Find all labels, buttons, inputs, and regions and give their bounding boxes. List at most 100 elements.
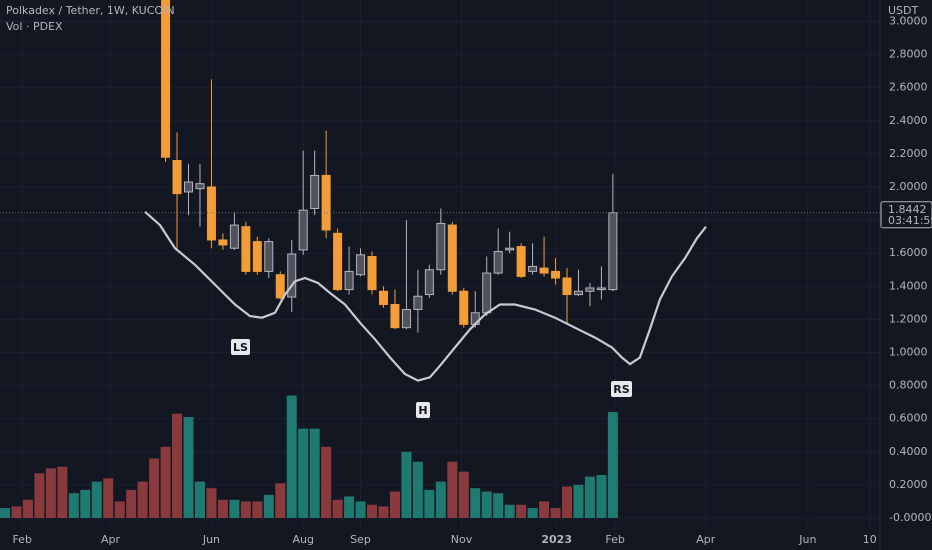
axis-layer: -0.0000 0.2000 0.4000 0.6000 0.8000 1.0000 1.2… <box>12 14 932 546</box>
x-tick-label: Apr <box>696 533 716 546</box>
volume-bar <box>573 484 584 518</box>
volume-bar <box>80 489 91 518</box>
y-tick-label: 2.8000 <box>889 48 928 61</box>
volume-bar <box>91 481 102 518</box>
y-tick-label: 1.0000 <box>889 345 928 358</box>
candle-body <box>378 290 388 306</box>
volume-bar <box>596 474 607 518</box>
candle <box>172 132 182 250</box>
candle-body <box>195 183 205 190</box>
candle <box>573 269 583 297</box>
annotation-label: H <box>418 404 427 417</box>
candle-body <box>539 267 549 274</box>
x-tick-label: Jun <box>202 533 220 546</box>
candle <box>424 264 434 298</box>
volume-bar <box>22 499 33 518</box>
candle <box>401 220 411 330</box>
candle-body <box>161 0 171 158</box>
volume-bar <box>516 504 527 518</box>
x-tick-label: Nov <box>451 533 473 546</box>
volume-bar <box>332 499 343 518</box>
y-tick-label: 0.6000 <box>889 412 928 425</box>
y-tick-label: 3.0000 <box>889 14 928 27</box>
volume-bar <box>206 488 217 518</box>
volume-bar <box>562 486 573 518</box>
volume-bar <box>217 499 228 518</box>
annotation: H <box>416 402 430 418</box>
candle-body <box>528 265 538 272</box>
volume-bar <box>0 508 11 518</box>
annotation-label: RS <box>613 383 629 396</box>
volume-bar <box>286 395 297 518</box>
candle <box>275 271 285 300</box>
volume-bar <box>137 481 148 518</box>
y-tick-label: 1.2000 <box>889 312 928 325</box>
x-tick-label: Feb <box>605 533 624 546</box>
candle <box>505 231 515 254</box>
candle-body <box>184 181 194 193</box>
last-price-box <box>880 201 932 229</box>
volume-bar <box>389 491 400 518</box>
volume-bar <box>321 446 332 518</box>
volume-legend: Vol · PDEX <box>6 20 63 33</box>
x-tick-label: Aug <box>292 533 313 546</box>
candle <box>206 79 216 249</box>
volume-bar <box>263 494 274 518</box>
volume-bar <box>149 458 160 518</box>
volume-bar <box>504 504 515 518</box>
candle <box>310 150 320 216</box>
candle-body <box>413 295 423 310</box>
volume-bar <box>252 501 263 518</box>
volume-bar <box>470 488 481 518</box>
volume-bar <box>11 506 22 518</box>
x-tick-label: Apr <box>101 533 121 546</box>
candle <box>195 163 205 227</box>
candle-body <box>206 186 216 241</box>
candle-body <box>424 269 434 296</box>
candle-body <box>287 253 297 298</box>
y-tick-label: -0.0000 <box>889 511 931 524</box>
candle <box>528 243 538 275</box>
volume-bar <box>114 501 125 518</box>
annotation-label: LS <box>233 341 248 354</box>
volume-bar <box>183 417 194 518</box>
candle <box>459 287 469 328</box>
chart-title: Polkadex / Tether, 1W, KUCOIN <box>6 4 175 17</box>
candle <box>344 246 354 295</box>
volume-bar <box>447 461 458 518</box>
volume-bar <box>172 413 183 518</box>
candle <box>298 150 308 255</box>
candle-body <box>516 246 526 277</box>
candle-body <box>447 224 457 292</box>
candle <box>161 0 171 163</box>
candle <box>321 130 331 239</box>
annotation-box <box>231 339 250 355</box>
candle-body <box>172 160 182 195</box>
volume-bar <box>298 428 309 518</box>
overlay-layer <box>0 210 880 382</box>
candle-body <box>321 174 331 231</box>
candle <box>229 211 239 250</box>
volume-bar <box>584 476 595 518</box>
x-tick-label: Jun <box>798 533 816 546</box>
x-tick-label: Feb <box>12 533 31 546</box>
candle <box>218 233 228 250</box>
candle-body <box>333 232 343 291</box>
candle-body <box>298 209 308 251</box>
volume-bar <box>160 446 171 518</box>
y-tick-label: 0.8000 <box>889 379 928 392</box>
x-tick-label: 10 <box>863 533 877 546</box>
candle-body <box>551 270 561 279</box>
volume-bar <box>481 491 492 518</box>
candle <box>539 236 549 277</box>
candle-body <box>436 222 446 271</box>
y-tick-label: 2.2000 <box>889 147 928 160</box>
candle <box>184 163 194 216</box>
candle <box>562 268 572 323</box>
candle-body <box>264 241 274 272</box>
candle <box>378 286 388 308</box>
y-tick-label: 2.4000 <box>889 114 928 127</box>
